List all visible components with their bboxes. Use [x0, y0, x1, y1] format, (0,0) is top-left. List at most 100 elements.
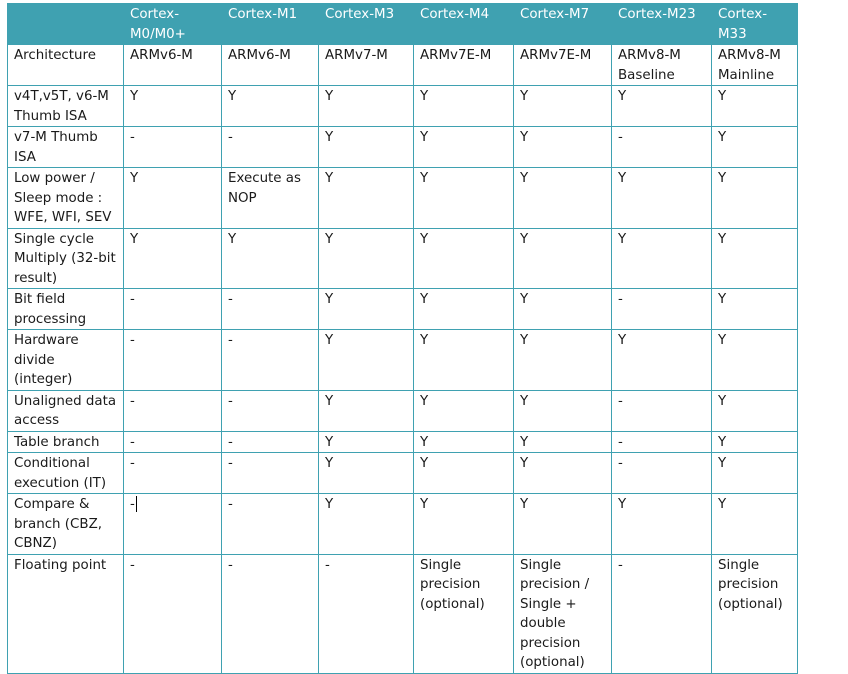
- cell-value: Y: [618, 333, 627, 348]
- cell-value: -: [228, 434, 233, 450]
- table-cell: -: [123, 329, 222, 391]
- cell-value: -: [228, 393, 233, 409]
- cell-value: -: [130, 333, 135, 348]
- cell-value: -: [618, 434, 623, 450]
- cell-value: -: [228, 497, 233, 512]
- row-feature-label: Architecture: [7, 44, 124, 86]
- cell-value: Y: [520, 231, 529, 247]
- cell-value: -: [130, 497, 135, 512]
- cell-value: Y: [520, 333, 529, 348]
- cell-value: Y: [718, 171, 727, 186]
- table-cell: -: [611, 553, 712, 674]
- table-cell: -: [123, 430, 222, 453]
- cell-value: Y: [718, 333, 727, 348]
- table-cell: Execute as NOP: [221, 167, 319, 229]
- table-cell: -: [221, 288, 319, 330]
- row-feature-label: Compare & branch (CBZ, CBNZ): [7, 493, 124, 555]
- cell-value: Y: [325, 434, 334, 450]
- table-cell: Y: [611, 85, 712, 127]
- cell-value: Y: [718, 89, 727, 104]
- table-cell: Y: [513, 288, 612, 330]
- column-header: Cortex-M4: [413, 3, 514, 45]
- cell-value: Y: [325, 231, 334, 247]
- table-cell: ARMv7E-M: [513, 44, 612, 86]
- table-cell: -: [221, 329, 319, 391]
- column-header: Cortex-M3: [318, 3, 414, 45]
- column-header: Cortex-M23: [611, 3, 712, 45]
- table-cell: Y: [711, 167, 798, 229]
- cell-value: Y: [228, 89, 237, 104]
- cell-value: Y: [420, 497, 429, 512]
- table-cell: Y: [413, 167, 514, 229]
- table-cell: Y: [413, 85, 514, 127]
- cell-value: Y: [228, 231, 237, 247]
- table-row: v7-M Thumb ISA - - Y Y Y - Y: [7, 126, 798, 168]
- table-cell: -: [221, 126, 319, 168]
- table-cell: Y: [513, 452, 612, 494]
- table-cell: Y: [513, 85, 612, 127]
- cell-value: Y: [618, 171, 627, 186]
- table-cell: Y: [513, 430, 612, 453]
- table-cell: -: [123, 553, 222, 674]
- cell-value: Y: [325, 497, 334, 512]
- cell-value: -: [618, 130, 623, 145]
- cell-value: -: [130, 456, 135, 471]
- table-cell: Y: [318, 85, 414, 127]
- cell-value: Y: [618, 497, 627, 512]
- table-row: Low power / Sleep mode : WFE, WFI, SEV Y E…: [7, 167, 798, 229]
- cell-value: Execute as NOP: [228, 171, 301, 206]
- table-cell: Y: [611, 329, 712, 391]
- row-feature-label: Low power / Sleep mode : WFE, WFI, SEV: [7, 167, 124, 229]
- table-cell: Y: [413, 227, 514, 289]
- table-cell: -: [611, 430, 712, 453]
- cell-value: Y: [130, 171, 139, 186]
- cell-value: ARMv8-M Mainline: [718, 48, 781, 83]
- cell-value: -: [618, 456, 623, 471]
- table-cell: Y: [513, 389, 612, 432]
- table-cell: Y: [711, 227, 798, 289]
- row-feature-label: Conditional execution (IT): [7, 452, 124, 494]
- cell-value: -: [228, 557, 233, 573]
- table-cell: ARMv7-M: [318, 44, 414, 86]
- table-cell: Y: [318, 227, 414, 289]
- row-feature-label: Table branch: [7, 430, 124, 453]
- cell-value: Y: [718, 393, 727, 409]
- table-cell: Y: [318, 430, 414, 453]
- table-cell: Y: [413, 493, 514, 555]
- feature-comparison-table: Cortex-M0/M0+ Cortex-M1 Cortex-M3 Cortex…: [7, 3, 798, 674]
- cell-value: -: [228, 333, 233, 348]
- cell-value: -: [130, 557, 135, 573]
- text-cursor: [135, 496, 137, 512]
- table-cell: -: [221, 553, 319, 674]
- cell-value: -: [618, 393, 623, 409]
- table-row: Floating point - - - Single precision (optio…: [7, 553, 798, 674]
- table-cell: -: [611, 452, 712, 494]
- table-cell: -: [221, 452, 319, 494]
- table-row: Conditional execution (IT) - - Y Y Y - Y: [7, 452, 798, 494]
- table-cell: -: [611, 126, 712, 168]
- cell-value: -: [325, 557, 330, 573]
- table-row: Table branch - - Y Y Y - Y: [7, 430, 798, 453]
- column-header: Cortex-M33: [711, 3, 798, 45]
- table-cell: Y: [413, 126, 514, 168]
- cell-value: ARMv7-M: [325, 48, 388, 63]
- table-cell: Y: [221, 85, 319, 127]
- cell-value: Y: [420, 231, 429, 247]
- cell-value: -: [130, 292, 135, 307]
- cell-value: Y: [420, 333, 429, 348]
- table-cell: Y: [318, 126, 414, 168]
- table-cell: -: [221, 493, 319, 555]
- table-cell: Y: [413, 452, 514, 494]
- cell-value: Y: [420, 292, 429, 307]
- table-row: v4T,v5T, v6-M Thumb ISA Y Y Y Y Y Y Y: [7, 85, 798, 127]
- cell-value: -: [228, 130, 233, 145]
- table-cell: Y: [711, 389, 798, 432]
- table-cell: Y: [318, 452, 414, 494]
- table-cell: Y: [513, 493, 612, 555]
- cell-value: Y: [325, 130, 334, 145]
- cell-value: Y: [618, 89, 627, 104]
- table-cell: Single precision / Single + double preci…: [513, 553, 612, 674]
- cell-value: Y: [618, 231, 627, 247]
- cell-value: Y: [520, 434, 529, 450]
- cell-value: ARMv6-M: [130, 48, 193, 63]
